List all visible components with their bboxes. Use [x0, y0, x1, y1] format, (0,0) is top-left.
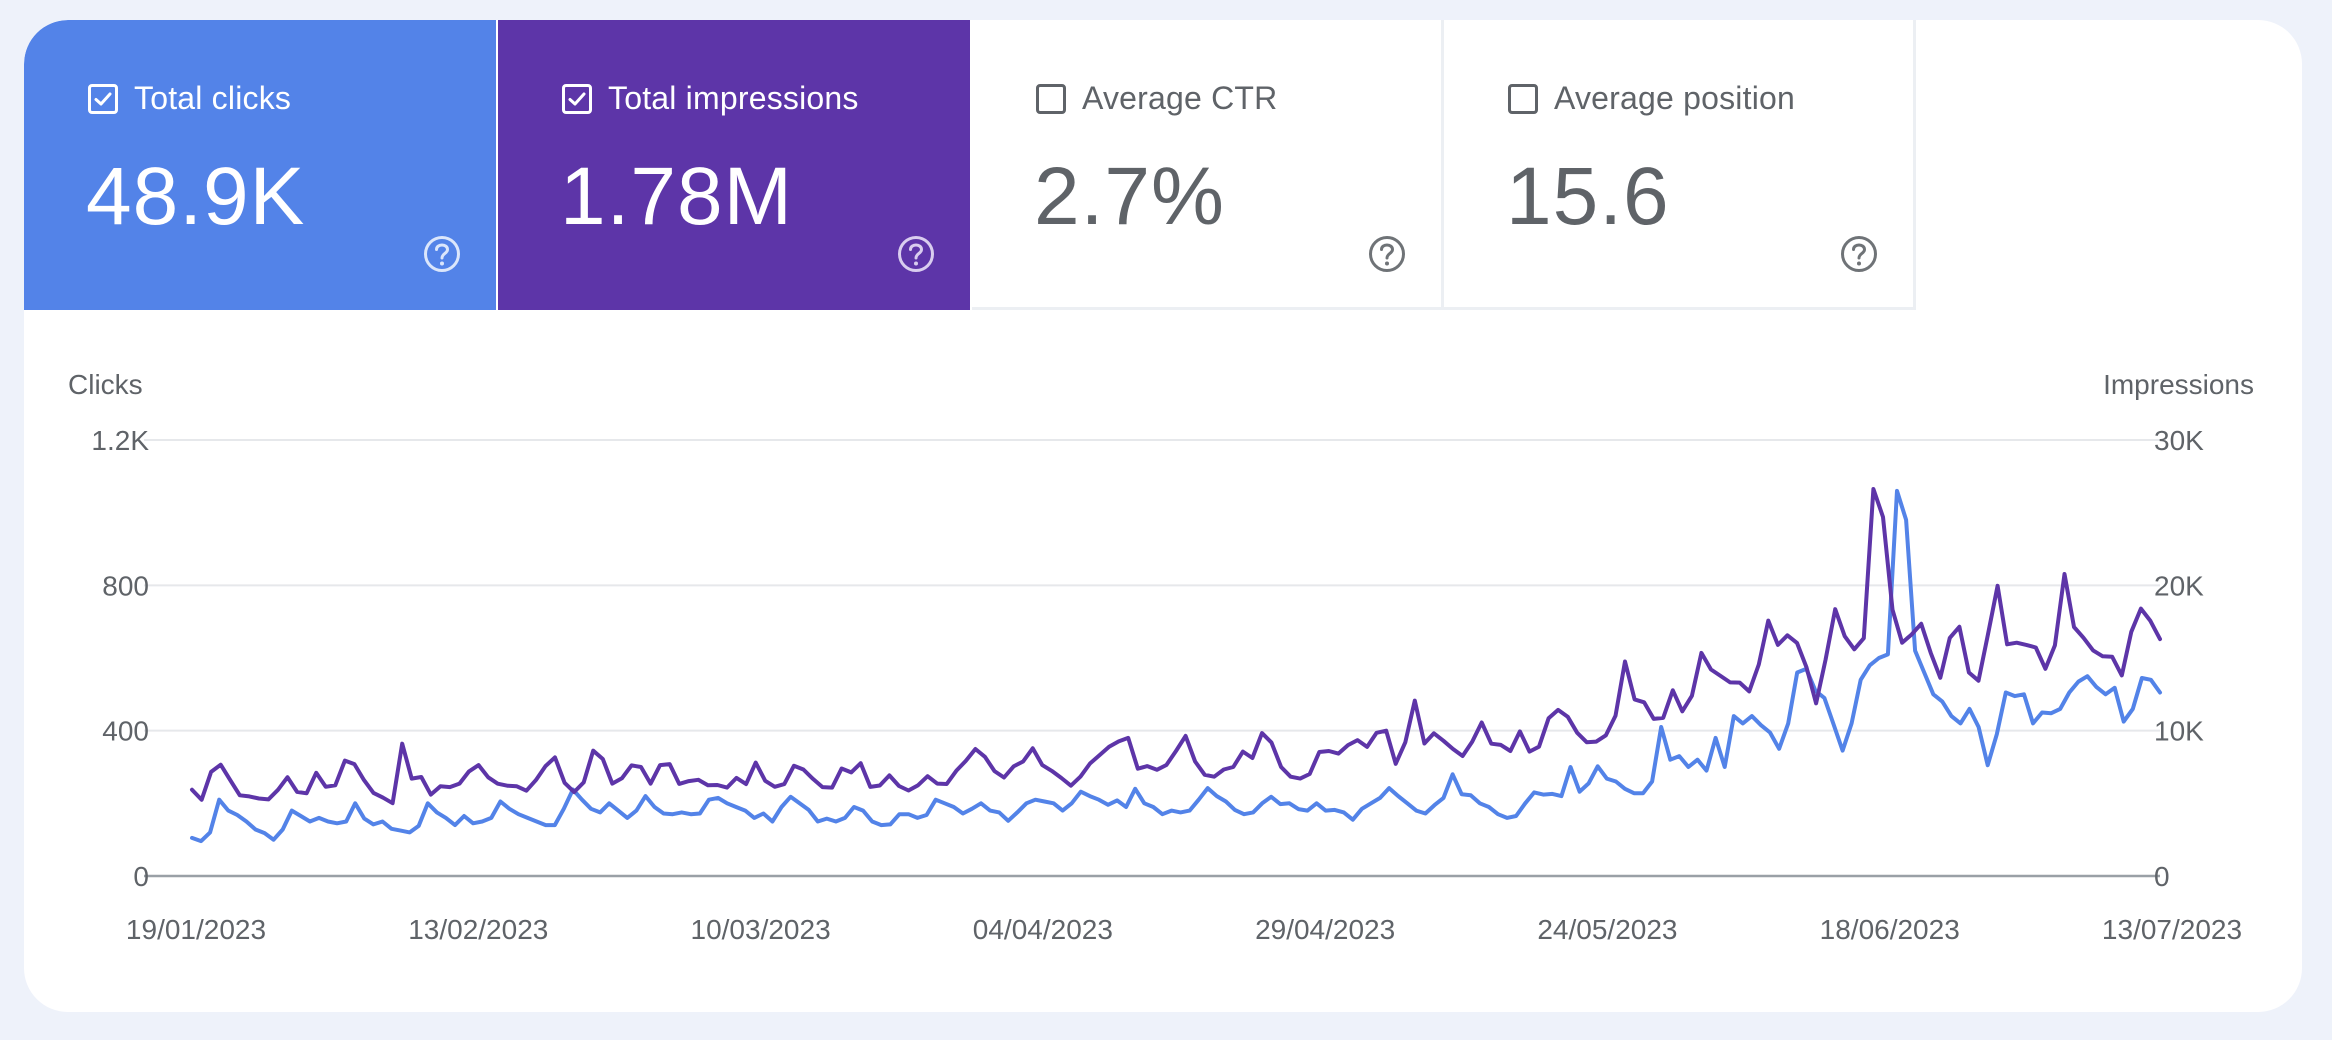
- metric-value: 1.78M: [560, 151, 793, 242]
- metric-value: 48.9K: [86, 151, 306, 242]
- left-axis-tick-label: 0: [133, 861, 149, 892]
- performance-panel: Total clicks 48.9K Total impressions 1.7…: [24, 20, 2302, 1012]
- right-axis-tick-label: 10K: [2154, 716, 2204, 747]
- impressions-series-line: [190, 487, 2162, 806]
- x-axis-tick-label: 10/03/2023: [691, 914, 831, 945]
- performance-chart[interactable]: 1.2K 30K 800 20K 400 10K 0 0 Clicks Impressions 19…: [24, 20, 2302, 1012]
- metric-label: Average CTR: [1082, 80, 1278, 116]
- help-icon[interactable]: [896, 234, 936, 274]
- right-axis-title: Impressions: [2103, 369, 2254, 400]
- x-axis-tick-label: 29/04/2023: [1255, 914, 1395, 945]
- total-impressions-toggle[interactable]: Total impressions: [562, 80, 859, 117]
- average-position-toggle[interactable]: Average position: [1508, 80, 1795, 117]
- right-axis-tick-label: 0: [2154, 861, 2170, 892]
- total-clicks-toggle[interactable]: Total clicks: [88, 80, 291, 117]
- left-axis-tick-label: 400: [102, 716, 149, 747]
- help-icon[interactable]: [1839, 234, 1879, 274]
- left-axis-title: Clicks: [68, 369, 143, 400]
- x-axis-tick-label: 13/02/2023: [408, 914, 548, 945]
- x-axis-tick-label: 04/04/2023: [973, 914, 1113, 945]
- metric-value: 2.7%: [1034, 151, 1225, 242]
- metric-card-total-clicks[interactable]: Total clicks 48.9K: [24, 20, 496, 310]
- checkbox-checked-icon[interactable]: [562, 83, 592, 114]
- metric-card-average-ctr[interactable]: Average CTR 2.7%: [972, 20, 1444, 310]
- metric-label: Average position: [1554, 80, 1795, 116]
- metric-card-average-position[interactable]: Average position 15.6: [1444, 20, 1916, 310]
- x-axis-tick-label: 24/05/2023: [1537, 914, 1677, 945]
- left-axis-tick-label: 800: [102, 570, 149, 601]
- metric-card-total-impressions[interactable]: Total impressions 1.78M: [498, 20, 970, 310]
- metric-label: Total impressions: [608, 80, 859, 116]
- right-axis-tick-label: 20K: [2154, 570, 2204, 601]
- x-axis-tick-label: 19/01/2023: [126, 914, 266, 945]
- help-icon[interactable]: [422, 234, 462, 274]
- metric-value: 15.6: [1506, 151, 1670, 242]
- metric-label: Total clicks: [134, 80, 292, 116]
- clicks-series-line: [190, 488, 2162, 844]
- x-axis-tick-label: 18/06/2023: [1820, 914, 1960, 945]
- checkbox-unchecked-icon[interactable]: [1036, 83, 1066, 114]
- left-axis-tick-label: 1.2K: [91, 425, 149, 456]
- average-ctr-toggle[interactable]: Average CTR: [1036, 80, 1277, 117]
- checkbox-unchecked-icon[interactable]: [1508, 83, 1538, 114]
- x-axis-tick-label: 13/07/2023: [2102, 914, 2242, 945]
- checkbox-checked-icon[interactable]: [88, 83, 118, 114]
- help-icon[interactable]: [1367, 234, 1407, 274]
- right-axis-tick-label: 30K: [2154, 425, 2204, 456]
